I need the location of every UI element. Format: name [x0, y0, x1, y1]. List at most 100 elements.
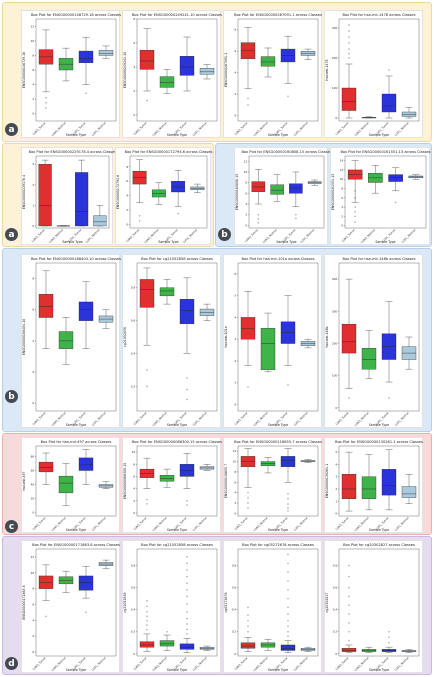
plot-frame [136, 262, 218, 412]
y-tick-label: 2 [133, 89, 135, 93]
chart-title: Box Plot for ENSG00000172794.6 across Cl… [125, 150, 213, 154]
box-plot-svg: Box Plot for ENSG00000161551.13 across C… [331, 150, 430, 244]
box-lusc-tumor [171, 170, 186, 215]
outlier-point [388, 636, 390, 638]
y-tick-label: 0.2 [232, 630, 237, 634]
box-iqr [38, 293, 54, 318]
y-tick-label: 6 [234, 272, 236, 276]
box-iqr [251, 181, 266, 192]
outlier-point [166, 631, 168, 633]
x-tick-label: LUAD_Normal [252, 121, 268, 137]
outlier-point [287, 606, 289, 609]
outlier-point [287, 571, 289, 573]
x-tick-label: LUAD_Normal [353, 516, 369, 532]
box-luad-tumor [38, 452, 54, 485]
box-plot: Box Plot for ENSG00000229178.4 across Cl… [21, 147, 117, 245]
outlier-point [146, 628, 148, 631]
box-iqr [240, 42, 256, 59]
box-luad-tumor [341, 278, 357, 399]
y-tick-label: 2 [335, 487, 337, 491]
x-tick-label: LUAD_Tumor [132, 515, 148, 531]
outlier-point [186, 575, 188, 578]
box-lusc-tumor [179, 277, 195, 401]
box-plot: Box Plot for cg05272676 across Classes 0 0… [223, 540, 322, 673]
box-luad-tumor [341, 451, 357, 512]
x-axis-label: Sample Type [268, 423, 288, 427]
y-axis-label: hsa-mir-148b [325, 326, 329, 347]
y-tick-label: 20 [31, 497, 35, 501]
box-lusc-normal [93, 205, 107, 227]
box-lusc-normal [98, 559, 114, 569]
y-axis-label: ENSG00000249241.10 [123, 52, 127, 88]
x-tick-label: LUAD_Tumor [341, 227, 357, 243]
y-tick-label: 0 [32, 511, 34, 515]
x-tick-label: LUAD_Tumor [132, 120, 148, 136]
box-luad-normal [361, 454, 377, 511]
x-axis-label: Sample Type [66, 668, 86, 672]
x-axis-label: Sample Type [268, 528, 288, 532]
box-luad-tumor [38, 564, 54, 618]
outlier-point [348, 586, 350, 589]
x-tick-label: LUAD_Normal [50, 121, 66, 137]
outlier-point [295, 213, 297, 216]
box-iqr [341, 87, 357, 111]
outlier-point [247, 497, 249, 499]
box-plot: Box Plot for ENSG00000160808.15 across C… [234, 147, 332, 245]
x-tick-label: LUAD_Tumor [132, 410, 148, 426]
outlier-point [146, 503, 148, 505]
box-iqr [260, 328, 276, 370]
box-luad-normal [159, 631, 175, 651]
box-iqr [280, 644, 296, 651]
box-luad-normal [151, 182, 166, 205]
y-tick-label: 6 [234, 49, 236, 53]
plot-frame [237, 18, 319, 122]
y-tick-label: 2 [234, 501, 236, 505]
y-tick-label: 8 [234, 28, 236, 32]
box-plot: Box Plot for ENSG00000267091.1 across Cl… [223, 10, 322, 138]
outlier-point [186, 628, 188, 631]
outlier-point [287, 498, 289, 500]
y-tick-label: 0 [335, 406, 337, 410]
plot-frame [136, 548, 218, 657]
box-lusc-tumor [381, 631, 397, 653]
outlier-point [146, 600, 148, 602]
outlier-point [295, 217, 297, 220]
outlier-point [287, 503, 289, 505]
plot-frame [338, 262, 420, 412]
box-luad-normal [260, 457, 276, 474]
outlier-point [247, 97, 249, 100]
y-tick-label: 0.4 [131, 351, 136, 355]
x-tick-label: LUAD_Tumor [31, 515, 47, 531]
x-tick-label: LUAD_Normal [151, 516, 167, 532]
y-tick-label: 1 [32, 203, 34, 207]
box-lusc-normal [401, 649, 417, 653]
box-lusc-tumor [280, 295, 296, 386]
panel-letter-badge: a [5, 123, 18, 136]
y-tick-label: 10 [132, 450, 136, 454]
box-plot: Box Plot for ENSG00000172794.6 across Cl… [115, 147, 213, 245]
y-tick-label: 12 [31, 24, 35, 28]
box-iqr [78, 575, 94, 591]
box-plot-svg: Box Plot for ENSG00000146729.18 across C… [22, 13, 121, 137]
x-axis-label: Sample Type [167, 423, 187, 427]
outlier-point [186, 388, 188, 391]
y-tick-label: 300 [332, 26, 338, 30]
panel-letter-badge: b [5, 390, 18, 403]
chart-title: Box Plot for ENSG00000171863.8 across Cl… [32, 543, 120, 547]
outlier-point [45, 615, 47, 618]
x-tick-label: LUSC_Normal [299, 228, 315, 244]
box-plot-svg: Box Plot for hsa-mir-101a across Classes… [224, 257, 319, 427]
box-plot-svg: Box Plot for hsa-mir-497 across Classes 0… [22, 440, 117, 532]
outlier-point [348, 52, 350, 55]
x-tick-label: LUSC_Normal [293, 121, 309, 137]
box-iqr [381, 469, 397, 496]
box-plot-svg: Box Plot for ENSG00000086300.15 across C… [123, 440, 222, 532]
outlier-point [146, 605, 148, 608]
box-luad-normal [270, 174, 284, 202]
box-iqr [361, 476, 377, 499]
box-iqr [38, 164, 52, 227]
x-tick-label: LUSC_Normal [394, 656, 410, 672]
panel-letter-badge: b [218, 228, 231, 241]
box-lusc-normal [98, 481, 114, 489]
chart-title: Box Plot for ENSG00000249241.10 across C… [132, 13, 222, 17]
